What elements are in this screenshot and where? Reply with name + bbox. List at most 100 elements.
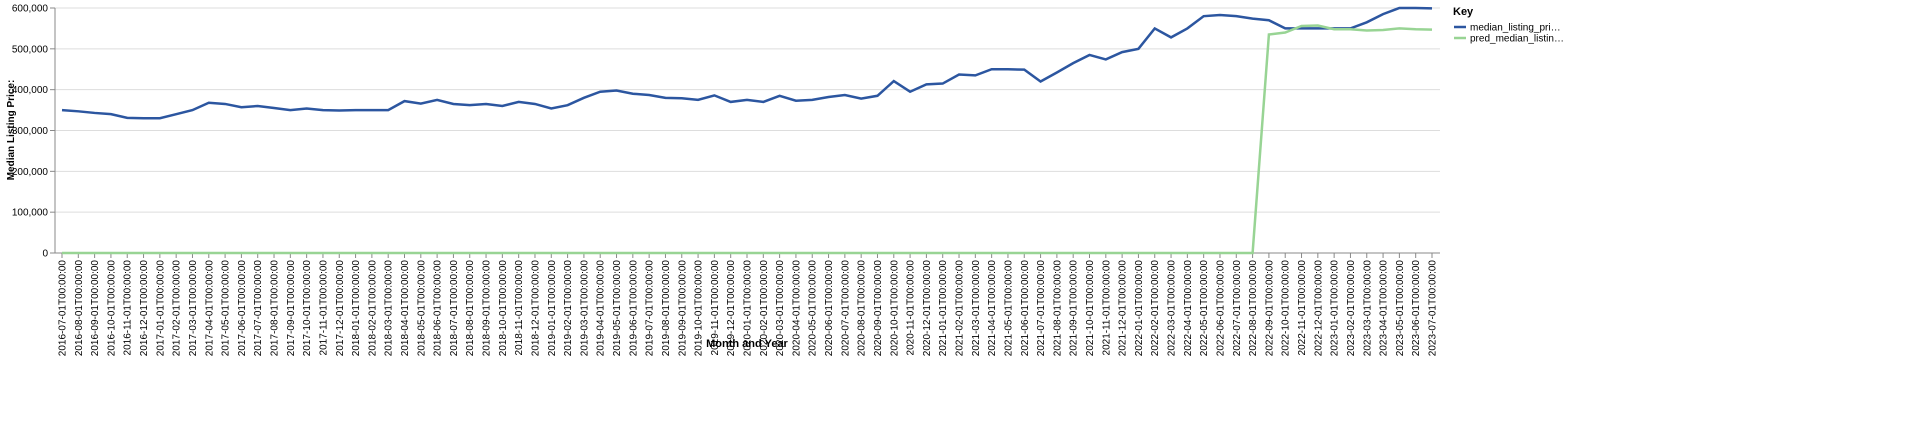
x-tick-label: 2019-05-01T00:00:00 xyxy=(612,260,623,357)
y-tick-label: 500,000 xyxy=(12,44,49,55)
legend-label: median_listing_pri… xyxy=(1470,23,1561,34)
x-tick-label: 2017-01-01T00:00:00 xyxy=(155,260,166,357)
x-tick-label: 2020-06-01T00:00:00 xyxy=(824,260,835,357)
legend-title: Key xyxy=(1453,6,1474,18)
y-tick-label: 100,000 xyxy=(12,208,49,219)
x-tick-label: 2022-10-01T00:00:00 xyxy=(1281,260,1292,357)
x-tick-label: 2022-07-01T00:00:00 xyxy=(1232,260,1243,357)
x-tick-label: 2018-05-01T00:00:00 xyxy=(416,260,427,357)
x-tick-label: 2021-07-01T00:00:00 xyxy=(1036,260,1047,357)
y-tick-label: 0 xyxy=(42,249,48,260)
x-tick-label: 2021-01-01T00:00:00 xyxy=(938,260,949,357)
x-tick-label: 2017-06-01T00:00:00 xyxy=(237,260,248,357)
x-tick-label: 2018-09-01T00:00:00 xyxy=(482,260,493,357)
x-tick-label: 2016-10-01T00:00:00 xyxy=(106,260,117,357)
x-tick-label: 2018-12-01T00:00:00 xyxy=(530,260,541,357)
x-tick-label: 2022-01-01T00:00:00 xyxy=(1134,260,1145,357)
x-tick-label: 2018-03-01T00:00:00 xyxy=(384,260,395,357)
x-tick-label: 2019-02-01T00:00:00 xyxy=(563,260,574,357)
y-tick-label: 600,000 xyxy=(12,4,49,15)
x-tick-label: 2022-08-01T00:00:00 xyxy=(1248,260,1259,357)
x-tick-label: 2023-01-01T00:00:00 xyxy=(1330,260,1341,357)
x-tick-label: 2017-10-01T00:00:00 xyxy=(302,260,313,357)
y-tick-label: 300,000 xyxy=(12,126,49,137)
x-tick-label: 2017-11-01T00:00:00 xyxy=(318,260,329,356)
x-tick-label: 2021-02-01T00:00:00 xyxy=(955,260,966,357)
x-tick-label: 2021-05-01T00:00:00 xyxy=(1003,260,1014,357)
x-tick-label: 2020-02-01T00:00:00 xyxy=(759,260,770,357)
x-tick-label: 2021-11-01T00:00:00 xyxy=(1101,260,1112,356)
x-axis-title: Month and Year xyxy=(706,338,788,350)
x-tick-label: 2022-02-01T00:00:00 xyxy=(1150,260,1161,357)
x-tick-label: 2019-10-01T00:00:00 xyxy=(694,260,705,357)
x-tick-label: 2018-02-01T00:00:00 xyxy=(367,260,378,357)
x-tick-label: 2023-06-01T00:00:00 xyxy=(1411,260,1422,357)
x-tick-label: 2016-09-01T00:00:00 xyxy=(90,260,101,357)
x-tick-label: 2019-12-01T00:00:00 xyxy=(726,260,737,357)
legend-label: pred_median_listin… xyxy=(1470,34,1564,45)
x-tick-label: 2022-12-01T00:00:00 xyxy=(1313,260,1324,357)
x-tick-label: 2019-07-01T00:00:00 xyxy=(645,260,656,357)
x-tick-label: 2022-11-01T00:00:00 xyxy=(1297,260,1308,356)
x-tick-label: 2021-03-01T00:00:00 xyxy=(971,260,982,357)
x-tick-label: 2020-12-01T00:00:00 xyxy=(922,260,933,357)
x-tick-label: 2018-11-01T00:00:00 xyxy=(514,260,525,356)
x-tick-label: 2019-09-01T00:00:00 xyxy=(677,260,688,357)
x-tick-label: 2018-01-01T00:00:00 xyxy=(351,260,362,357)
x-tick-label: 2016-11-01T00:00:00 xyxy=(123,260,134,356)
x-tick-label: 2021-12-01T00:00:00 xyxy=(1118,260,1129,357)
x-tick-label: 2017-07-01T00:00:00 xyxy=(253,260,264,357)
x-tick-label: 2023-02-01T00:00:00 xyxy=(1346,260,1357,357)
x-tick-label: 2017-08-01T00:00:00 xyxy=(270,260,281,357)
y-tick-label: 400,000 xyxy=(12,85,49,96)
x-tick-label: 2018-08-01T00:00:00 xyxy=(465,260,476,357)
x-tick-label: 2020-11-01T00:00:00 xyxy=(906,260,917,356)
x-tick-label: 2021-10-01T00:00:00 xyxy=(1085,260,1096,357)
x-tick-label: 2023-04-01T00:00:00 xyxy=(1379,260,1390,357)
x-tick-label: 2016-08-01T00:00:00 xyxy=(74,260,85,357)
x-tick-label: 2018-04-01T00:00:00 xyxy=(400,260,411,357)
x-tick-label: 2017-03-01T00:00:00 xyxy=(188,260,199,357)
series-line xyxy=(61,6,1433,120)
x-tick-label: 2019-06-01T00:00:00 xyxy=(628,260,639,357)
x-tick-label: 2020-10-01T00:00:00 xyxy=(889,260,900,357)
x-tick-label: 2020-09-01T00:00:00 xyxy=(873,260,884,357)
x-tick-label: 2021-08-01T00:00:00 xyxy=(1052,260,1063,357)
x-tick-label: 2020-07-01T00:00:00 xyxy=(840,260,851,357)
x-tick-label: 2023-05-01T00:00:00 xyxy=(1395,260,1406,357)
y-axis-title: Median Listing Price: xyxy=(6,80,17,181)
x-tick-label: 2023-07-01T00:00:00 xyxy=(1428,260,1439,357)
x-tick-label: 2020-03-01T00:00:00 xyxy=(775,260,786,357)
x-tick-label: 2022-03-01T00:00:00 xyxy=(1167,260,1178,357)
x-tick-label: 2023-03-01T00:00:00 xyxy=(1362,260,1373,357)
x-tick-label: 2020-05-01T00:00:00 xyxy=(808,260,819,357)
x-tick-label: 2019-11-01T00:00:00 xyxy=(710,260,721,356)
x-tick-label: 2021-06-01T00:00:00 xyxy=(1020,260,1031,357)
x-tick-label: 2017-05-01T00:00:00 xyxy=(221,260,232,357)
x-tick-label: 2020-08-01T00:00:00 xyxy=(857,260,868,357)
x-tick-label: 2016-07-01T00:00:00 xyxy=(58,260,69,357)
x-tick-label: 2022-05-01T00:00:00 xyxy=(1199,260,1210,357)
x-tick-label: 2020-01-01T00:00:00 xyxy=(743,260,754,357)
x-tick-label: 2018-07-01T00:00:00 xyxy=(449,260,460,357)
x-tick-label: 2018-10-01T00:00:00 xyxy=(498,260,509,357)
series-line xyxy=(62,24,1433,255)
x-tick-label: 2022-06-01T00:00:00 xyxy=(1215,260,1226,357)
x-tick-label: 2019-03-01T00:00:00 xyxy=(579,260,590,357)
x-tick-label: 2017-09-01T00:00:00 xyxy=(286,260,297,357)
x-tick-label: 2021-09-01T00:00:00 xyxy=(1069,260,1080,357)
x-tick-label: 2017-12-01T00:00:00 xyxy=(335,260,346,357)
x-tick-label: 2019-01-01T00:00:00 xyxy=(547,260,558,357)
x-tick-label: 2022-09-01T00:00:00 xyxy=(1264,260,1275,357)
x-tick-label: 2022-04-01T00:00:00 xyxy=(1183,260,1194,357)
x-tick-label: 2021-04-01T00:00:00 xyxy=(987,260,998,357)
x-tick-label: 2016-12-01T00:00:00 xyxy=(139,260,150,357)
y-tick-label: 200,000 xyxy=(12,167,49,178)
x-tick-label: 2019-08-01T00:00:00 xyxy=(661,260,672,357)
x-tick-label: 2017-02-01T00:00:00 xyxy=(172,260,183,357)
x-tick-label: 2019-04-01T00:00:00 xyxy=(596,260,607,357)
x-tick-label: 2018-06-01T00:00:00 xyxy=(433,260,444,357)
x-tick-label: 2020-04-01T00:00:00 xyxy=(791,260,802,357)
x-tick-label: 2017-04-01T00:00:00 xyxy=(204,260,215,357)
